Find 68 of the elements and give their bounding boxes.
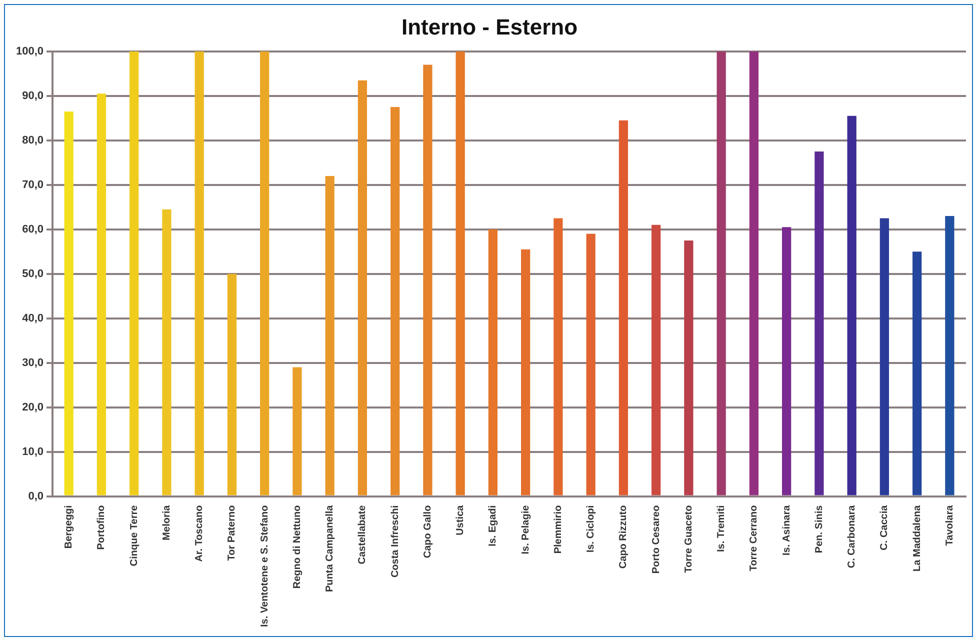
bar [390,107,400,496]
x-tick-label: Is. Asinara [781,504,792,556]
bar [292,367,302,496]
x-tick-label: Tor Paterno [226,505,238,561]
x-tick-label: Ar. Toscano [194,505,206,562]
y-tick-label: 90,0 [22,90,44,102]
bar [488,229,498,496]
bar [586,234,596,496]
bar [945,216,954,496]
x-tick-label: Pen. Sinis [814,504,825,554]
bar [521,249,530,496]
y-tick-label: 0,0 [28,490,44,502]
y-tick-label: 30,0 [22,356,44,369]
bar [227,274,237,496]
bar [64,111,74,496]
x-tick-label: Is. Ciclopi [586,505,597,553]
bar [130,51,139,496]
x-tick-label: Is. Egadi [488,505,499,546]
bar [782,227,792,496]
x-tick-label: La Maddalena [912,504,923,572]
x-tick-label: Meloria [161,504,172,540]
bar [162,209,172,496]
x-tick-label: C. Carbonara [846,504,858,568]
bar [684,240,694,496]
y-tick-label: 70,0 [22,178,44,191]
x-tick-label: Ustica [455,504,466,536]
y-tick-label: 40,0 [22,312,44,324]
x-tick-label: Bergeggi [64,505,75,549]
bar [749,51,759,496]
bar [325,176,334,496]
x-tick-label: Tavolara [944,504,956,546]
x-tick-label: Punta Campanella [324,504,336,592]
y-tick-label: 80,0 [22,134,44,146]
y-tick-label: 10,0 [22,446,44,458]
x-tick-label: Capo Rizzuto [618,505,630,569]
x-tick-label: C. Caccia [879,504,890,550]
x-tick-label: Regno di Nettuno [292,505,303,589]
x-tick-label: Torre Guaceto [683,505,694,573]
bar [652,224,661,496]
x-tick-label: Torre Cerrano [748,505,760,572]
bar [912,252,922,496]
x-tick-label: Castellabate [357,504,368,564]
x-tick-label: Is. Tremiti [716,505,728,552]
y-tick-label: 50,0 [22,268,44,280]
bar [880,218,890,496]
y-tick-label: 100,0 [16,45,44,58]
x-tick-label: Portofino [96,505,108,550]
x-tick-label: Is. Pelagie [520,504,532,554]
bar [814,152,824,496]
x-tick-label: Cinque Terre [128,504,140,566]
bar [554,218,563,496]
bar [423,64,432,496]
bar [847,116,856,496]
y-tick-label: 20,0 [22,401,44,414]
x-tick-label: Plemmirio [552,505,564,554]
bar [260,51,270,496]
x-tick-label: Porto Cesareo [650,505,662,574]
x-tick-label: Is. Ventotene e S. Stefano [259,505,270,628]
bar [96,94,106,496]
bar [194,51,204,496]
y-tick-label: 60,0 [22,223,44,236]
x-tick-label: Costa Infreschi [390,505,401,578]
bar [456,51,465,496]
bar [716,51,726,496]
x-tick-label: Capo Gallo [422,505,434,558]
bar [618,120,628,496]
chart-title: Interno - Esterno [401,14,578,40]
bar [358,80,368,496]
